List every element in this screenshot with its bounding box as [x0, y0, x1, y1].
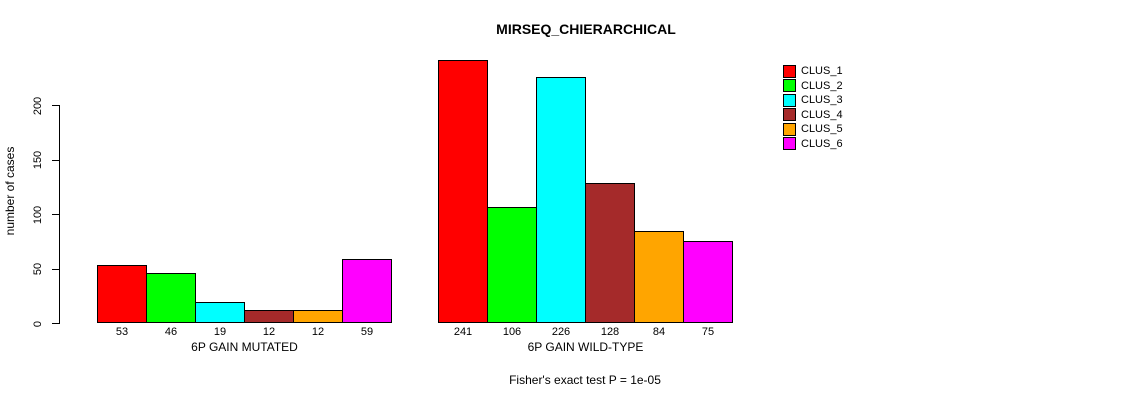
bar [342, 259, 392, 323]
legend-item: CLUS_4 [783, 108, 843, 122]
y-tick-mark [52, 159, 59, 161]
legend-label: CLUS_3 [801, 94, 843, 106]
x-axis-group-label: 6P GAIN MUTATED [191, 340, 298, 354]
bar [97, 265, 147, 323]
y-tick-mark [52, 214, 59, 215]
bar [195, 302, 245, 323]
y-tick-label: 150 [32, 150, 44, 170]
bar [683, 241, 733, 323]
bar [293, 310, 343, 323]
legend-item: CLUS_3 [783, 93, 843, 107]
legend-color-swatch [783, 137, 796, 150]
legend-label: CLUS_4 [801, 108, 843, 121]
bar [634, 231, 684, 323]
bar-value-label: 226 [551, 326, 571, 338]
bar [487, 207, 537, 323]
y-tick-mark [52, 105, 59, 106]
legend-item: CLUS_6 [783, 137, 843, 151]
legend-color-swatch [783, 122, 796, 136]
y-axis-line [59, 105, 60, 324]
legend-item: CLUS_2 [783, 79, 843, 93]
x-axis-group-label: 6P GAIN WILD-TYPE [527, 340, 644, 354]
chart-title: MIRSEQ_CHIERARCHICAL [496, 21, 676, 37]
bar-value-label: 53 [115, 326, 129, 338]
bar-value-label: 12 [311, 326, 325, 338]
legend-label: CLUS_1 [801, 65, 843, 77]
bar-value-label: 84 [652, 326, 666, 338]
legend-item: CLUS_5 [783, 122, 843, 136]
legend-color-swatch [783, 64, 796, 78]
bar [244, 310, 294, 323]
y-tick-label: 100 [32, 205, 44, 224]
y-tick-label: 50 [32, 262, 44, 276]
bar [536, 77, 586, 323]
bar-value-label: 46 [164, 326, 178, 338]
y-tick-mark [52, 323, 59, 324]
bar-value-label: 12 [262, 326, 276, 338]
bar [438, 60, 488, 323]
bar-value-label: 241 [453, 326, 473, 338]
legend-item: CLUS_1 [783, 64, 843, 78]
legend-color-swatch [783, 93, 796, 107]
bar-value-label: 106 [502, 326, 522, 338]
legend-label: CLUS_5 [801, 123, 843, 135]
y-tick-label: 0 [32, 320, 44, 327]
bar-value-label: 128 [600, 326, 620, 338]
legend-color-swatch [783, 79, 796, 92]
bar [146, 273, 196, 323]
y-tick-label: 200 [32, 96, 44, 115]
y-tick-mark [52, 268, 59, 270]
bar-value-label: 75 [701, 326, 715, 338]
bar [585, 183, 635, 323]
y-axis-title: number of cases [3, 146, 17, 236]
bar-value-label: 59 [360, 326, 374, 338]
bar-value-label: 19 [213, 326, 227, 338]
footnote-text: Fisher's exact test P = 1e-05 [509, 373, 661, 387]
legend-color-swatch [783, 108, 796, 121]
legend-label: CLUS_2 [801, 79, 843, 92]
legend-label: CLUS_6 [801, 137, 843, 150]
